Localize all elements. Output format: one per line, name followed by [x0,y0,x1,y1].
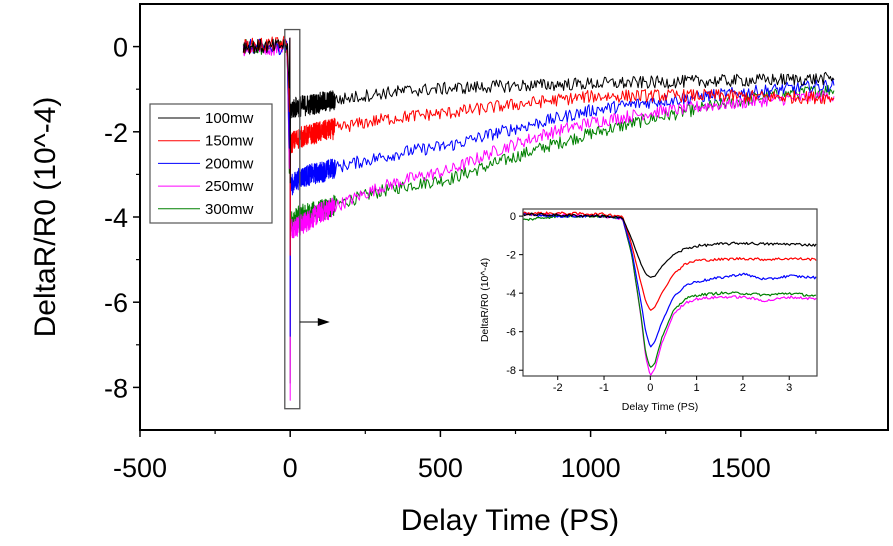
inset-series-group [522,211,817,376]
main-series-300mw [242,37,835,384]
main-x-tick-label: -500 [113,453,167,483]
main-y-axis: 0 -2 -4 -6 -8 [104,33,140,403]
inset-x-tick-label: 2 [740,382,746,394]
main-x-tick-label: 500 [418,453,463,483]
inset-x-axis-label: Delay Time (PS) [622,401,698,413]
inset-y-tick-label: 0 [510,211,516,223]
main-series-200mw [243,37,835,337]
inset-y-tick-label: -4 [506,288,516,300]
main-series-group [242,35,835,401]
inset-x-tick-label: 3 [786,382,792,394]
inset-x-tick-label: 1 [694,382,700,394]
main-plot: -500 0 500 1000 1500 0 -2 -4 -6 -8 Delay Time (P… [29,3,889,537]
legend-label-100mw: 100mw [205,110,254,127]
main-y-tick-label: -2 [104,118,128,148]
inset-y-axis-label: DeltaR/R0 (10^-4) [479,258,491,342]
main-y-tick-label: -4 [104,203,128,233]
main-x-tick-label: 0 [283,453,298,483]
legend-label-300mw: 300mw [205,201,254,218]
inset-x-tick-label: 0 [647,382,653,394]
main-y-tick-label: -6 [104,288,128,318]
legend: 100mw 150mw 200mw 250mw 300mw [149,103,273,224]
inset-series-150mw [522,211,817,311]
inset-plot-frame [522,208,818,377]
inset-series-300mw [522,214,817,368]
main-x-tick-label: 1000 [561,453,621,483]
inset-x-tick-label: -2 [553,382,563,394]
inset-y-tick-label: -2 [506,250,516,262]
inset-plot: -2 -1 0 1 2 3 0 -2 -4 -6 -8 Delay Time (PS) Delta… [479,208,818,413]
main-series-100mw [242,37,835,184]
main-x-axis: -500 0 500 1000 1500 [113,430,817,483]
zoom-arrow-head [317,318,330,326]
inset-x-tick-label: -1 [599,382,609,394]
legend-label-250mw: 250mw [205,178,254,195]
legend-label-150mw: 150mw [205,133,254,150]
inset-y-axis: 0 -2 -4 -6 -8 [506,211,523,377]
inset-x-axis: -2 -1 0 1 2 3 [553,376,792,394]
main-y-axis-label: DeltaR/R0 (10^-4) [29,97,62,338]
main-y-tick-label: 0 [113,33,128,63]
zoom-region-box [284,28,301,410]
main-x-tick-label: 1500 [711,453,771,483]
main-series-250mw [242,37,835,401]
main-x-axis-label: Delay Time (PS) [401,504,619,537]
inset-series-100mw [522,212,817,278]
inset-plot-background [523,209,817,376]
inset-y-tick-label: -6 [506,327,516,339]
inset-y-tick-label: -8 [506,365,516,377]
zoom-arrow-icon [299,318,330,326]
legend-label-200mw: 200mw [205,155,254,172]
main-y-tick-label: -8 [104,373,128,403]
main-series-150mw [242,35,835,256]
